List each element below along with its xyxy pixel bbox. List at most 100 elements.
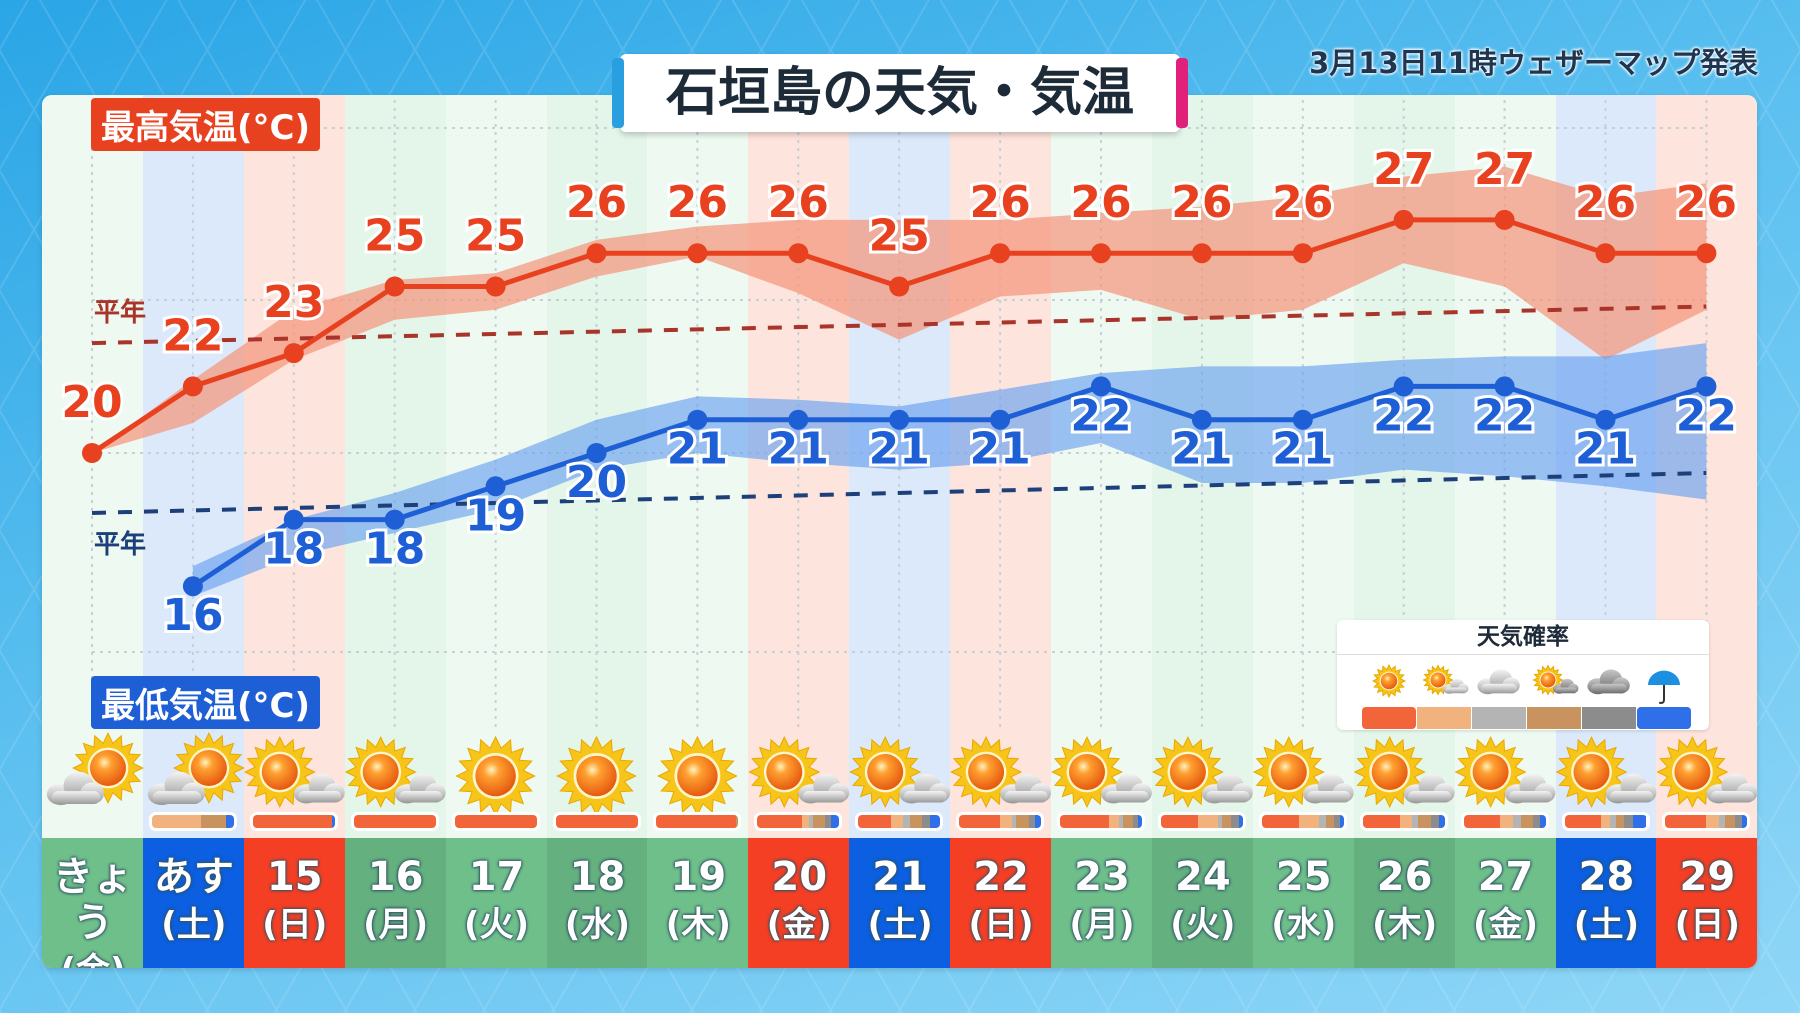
high-temp-point (990, 243, 1011, 264)
probability-segment (813, 815, 826, 828)
weather-probability-bar (555, 815, 638, 828)
cloudy-icon (1477, 669, 1520, 695)
day-date: 25 (1275, 854, 1332, 900)
day-weekday: (木) (665, 905, 731, 945)
legend-title: 天気確率 (1337, 620, 1709, 655)
day-date: 23 (1074, 854, 1130, 900)
high-temp-point (384, 276, 405, 297)
issued-timestamp: 3月13日11時ウェザーマップ発表 (1309, 46, 1758, 80)
normal-low-label: 平年 (94, 530, 147, 560)
day-weekday: (水) (564, 905, 630, 945)
day-date: あす (153, 854, 234, 900)
high-temp-label: 26 (566, 177, 627, 228)
sun-icon (849, 736, 922, 808)
probability-segment (1399, 815, 1412, 828)
probability-segment (1222, 815, 1231, 828)
sunny-icon (1371, 663, 1407, 699)
sunny-cloudy-icon (344, 736, 446, 808)
low-temp-label: 21 (768, 424, 829, 475)
probability-segment (1060, 815, 1110, 828)
day-weekday: (木) (1372, 905, 1438, 945)
day-weekday: (水) (1271, 905, 1337, 945)
high-temp-range-band (92, 166, 1707, 453)
low-temp-point (788, 409, 809, 430)
probability-segment (1325, 815, 1334, 828)
probability-segment (825, 815, 832, 828)
probability-segment (1119, 815, 1124, 828)
day-cell: 25 (水) (1252, 838, 1355, 968)
probability-segment (1261, 815, 1299, 828)
umbrella-icon (1648, 670, 1680, 704)
legend-swatch (1637, 707, 1691, 729)
day-weekday: (月) (363, 905, 429, 945)
probability-segment (1539, 815, 1546, 828)
probability-segment (1333, 815, 1340, 828)
high-temp-point (1595, 243, 1616, 264)
day-date: 18 (569, 854, 626, 900)
day-weekday: (土) (1573, 905, 1639, 945)
low-temp-point (1292, 409, 1313, 430)
probability-segment (201, 815, 226, 828)
low-temp-label: 22 (1373, 390, 1434, 441)
high-temp-label: 26 (969, 177, 1030, 228)
cloud-icon (147, 771, 205, 806)
probability-segment (1609, 815, 1617, 828)
high-temp-point (1091, 243, 1111, 264)
probability-segment (757, 815, 803, 828)
day-date: 26 (1376, 854, 1433, 900)
day-weekday: (火) (464, 905, 530, 945)
day-date: 17 (468, 854, 525, 900)
low-temp-point (687, 409, 708, 430)
day-weekday: (金) (766, 905, 832, 945)
day-cell: 19 (木) (647, 838, 750, 968)
high-temp-point (1292, 243, 1313, 264)
cloud-icon (1443, 678, 1469, 694)
sunny-icon (657, 735, 738, 817)
sun-icon (455, 735, 536, 817)
sunny-cloudy-icon (1151, 736, 1253, 808)
low-temp-point (1191, 409, 1212, 430)
low-temp-point (182, 576, 203, 597)
probability-segment (959, 815, 1001, 828)
day-cell: 15 (日) (243, 838, 346, 968)
probability-segment (1218, 815, 1223, 828)
weather-probability-bar (151, 815, 234, 828)
probability-segment (903, 815, 910, 828)
sunny-cloudy-icon (1532, 664, 1579, 696)
weather-probability-bar (252, 815, 335, 828)
high-temp-point (182, 376, 203, 397)
probability-segment (1123, 815, 1133, 828)
legend-swatch (1527, 707, 1581, 729)
probability-segment (1339, 815, 1344, 828)
overcast-icon (1587, 669, 1630, 695)
high-temp-label: 26 (667, 177, 728, 228)
probability-segment (1564, 815, 1602, 828)
probability-segment (1632, 815, 1647, 828)
low-temp-label: 22 (1676, 390, 1737, 441)
max-temp-label: 最高気温(°C) (91, 98, 321, 151)
low-temp-point (1494, 376, 1515, 397)
cloud-icon (1553, 678, 1579, 694)
low-temp-point (1091, 376, 1111, 397)
weather-probability-bar (353, 815, 436, 828)
cloud-icon (394, 773, 446, 804)
day-date: きょう (52, 854, 133, 946)
day-cell: 20 (金) (748, 838, 851, 968)
high-temp-label: 26 (1171, 177, 1232, 228)
low-temp-point (1393, 376, 1414, 397)
low-temp-point (485, 476, 506, 497)
high-temp-label: 25 (869, 211, 930, 262)
weather-probability-bar (757, 815, 840, 828)
day-weekday: (月) (1069, 905, 1135, 945)
high-temp-label: 26 (1575, 177, 1636, 228)
probability-segment (656, 815, 736, 828)
high-temp-point (889, 276, 910, 297)
probability-segment (1520, 815, 1534, 828)
high-temp-point (687, 243, 708, 264)
probability-segment (1298, 815, 1320, 828)
day-cell: 18 (水) (546, 838, 649, 968)
probability-segment (1512, 815, 1521, 828)
probability-segment (930, 815, 941, 828)
probability-segment (1418, 815, 1431, 828)
